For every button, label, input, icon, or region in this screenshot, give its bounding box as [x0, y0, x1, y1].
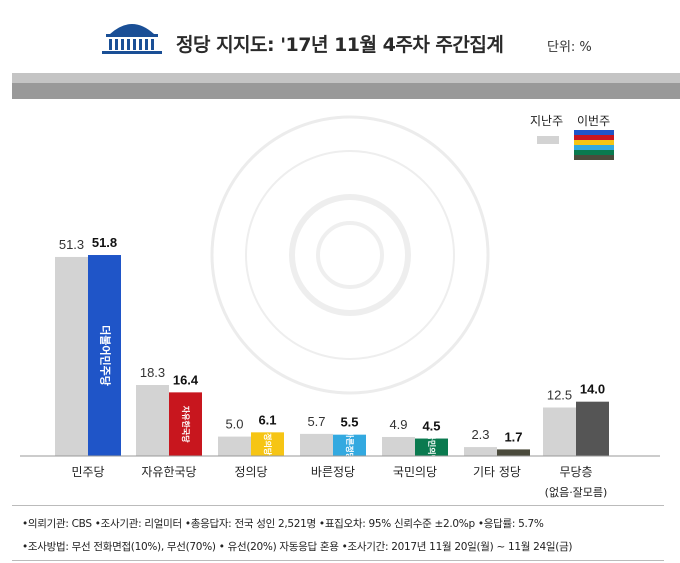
- legend-this-week-label: 이번주: [577, 114, 611, 128]
- legend-swatches: [537, 130, 614, 160]
- value-label-last-week-justice: 5.0: [225, 417, 243, 432]
- bar-last-week-other: [464, 447, 497, 456]
- category-label-bareun: 바른정당: [311, 465, 355, 479]
- value-label-this-week-independent: 14.0: [580, 382, 605, 397]
- survey-notes: •의뢰기관: CBS •조사기관: 리얼미터 •총응답자: 전국 성인 2,52…: [12, 505, 664, 561]
- unit-label: 단위: %: [547, 40, 592, 55]
- bar-this-week-liberty-korea: [169, 392, 202, 456]
- party-logo-bareun: 바른정당: [345, 431, 355, 461]
- survey-note-line-1: •의뢰기관: CBS •조사기관: 리얼미터 •총응답자: 전국 성인 2,52…: [22, 518, 544, 530]
- category-label-liberty-korea: 자유한국당: [141, 465, 196, 479]
- category-label-minjoo: 민주당: [71, 465, 104, 479]
- value-label-last-week-people: 4.9: [389, 417, 407, 432]
- bar-last-week-people: [382, 436, 415, 456]
- value-label-this-week-other: 1.7: [504, 429, 522, 444]
- survey-note-line-2: •조사방법: 무선 전화면접(10%), 무선(70%) • 유선(20%) 자…: [22, 541, 573, 553]
- value-label-last-week-bareun: 5.7: [307, 414, 325, 429]
- header-divider-light: [12, 73, 680, 83]
- bar-this-week-justice: [251, 432, 284, 456]
- category-sublabel-independent: (없음·잘모름): [545, 486, 608, 499]
- legend-this-week-swatch-blue: [574, 130, 614, 135]
- party-logo-minjoo: 더불어민주당: [99, 325, 113, 386]
- party-logo-justice: 정의당: [263, 433, 273, 456]
- value-label-this-week-justice: 6.1: [258, 412, 276, 427]
- bar-last-week-justice: [218, 436, 251, 456]
- bar-last-week-bareun: [300, 433, 333, 456]
- value-label-last-week-minjoo: 51.3: [59, 237, 84, 252]
- header-divider-dark: [12, 83, 680, 99]
- bar-this-week-bareun: [333, 434, 366, 456]
- value-label-this-week-bareun: 5.5: [340, 415, 358, 430]
- legend-last-week-label: 지난주: [530, 114, 564, 128]
- value-label-this-week-liberty-korea: 16.4: [173, 372, 199, 387]
- party-logo-liberty-korea: 자유한국당: [181, 406, 191, 443]
- legend-this-week-swatch-green: [574, 150, 614, 155]
- bar-this-week-other: [497, 449, 530, 456]
- bar-last-week-independent: [543, 407, 576, 456]
- value-label-this-week-people: 4.5: [422, 419, 440, 434]
- category-label-people: 국민의당: [393, 465, 437, 479]
- bar-last-week-minjoo: [55, 256, 88, 456]
- value-label-this-week-minjoo: 51.8: [92, 235, 117, 250]
- bar-this-week-independent: [576, 401, 609, 456]
- header: 정당 지지도: '17년 11월 4주차 주간집계 단위: %: [0, 0, 680, 70]
- category-label-other: 기타 정당: [473, 465, 521, 479]
- legend-this-week-swatch-olive: [574, 155, 614, 160]
- party-logo-people: 국민의당: [427, 433, 437, 463]
- category-label-independent: 무당층: [559, 465, 592, 479]
- value-label-last-week-independent: 12.5: [547, 388, 572, 403]
- value-label-last-week-liberty-korea: 18.3: [140, 365, 165, 380]
- legend-this-week-swatch-yellow: [574, 140, 614, 145]
- chart-title: 정당 지지도: '17년 11월 4주차 주간집계: [176, 34, 504, 56]
- category-label-justice: 정의당: [234, 465, 267, 479]
- national-assembly-icon: [102, 24, 162, 54]
- legend-this-week-swatch-red: [574, 135, 614, 140]
- legend-last-week-swatch: [537, 136, 559, 144]
- national-assembly-seal-watermark: [210, 115, 490, 395]
- legend-this-week-swatch-skyblue: [574, 145, 614, 150]
- bar-this-week-people: [415, 438, 448, 456]
- bar-last-week-liberty-korea: [136, 384, 169, 456]
- bar-this-week-minjoo: [88, 255, 121, 456]
- value-label-last-week-other: 2.3: [471, 427, 489, 442]
